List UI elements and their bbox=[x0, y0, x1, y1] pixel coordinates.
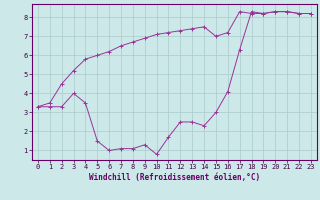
X-axis label: Windchill (Refroidissement éolien,°C): Windchill (Refroidissement éolien,°C) bbox=[89, 173, 260, 182]
